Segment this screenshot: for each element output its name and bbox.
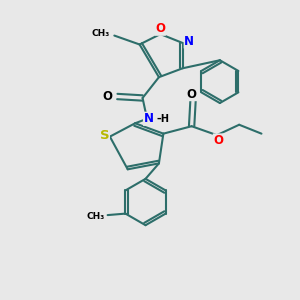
Text: N: N — [143, 112, 154, 125]
Text: CH₃: CH₃ — [92, 29, 110, 38]
Text: –H: –H — [157, 114, 170, 124]
Text: O: O — [155, 22, 165, 35]
Text: O: O — [103, 90, 113, 103]
Text: CH₃: CH₃ — [86, 212, 105, 221]
Text: S: S — [100, 129, 109, 142]
Text: O: O — [187, 88, 196, 100]
Text: O: O — [213, 134, 224, 147]
Text: N: N — [184, 35, 194, 48]
